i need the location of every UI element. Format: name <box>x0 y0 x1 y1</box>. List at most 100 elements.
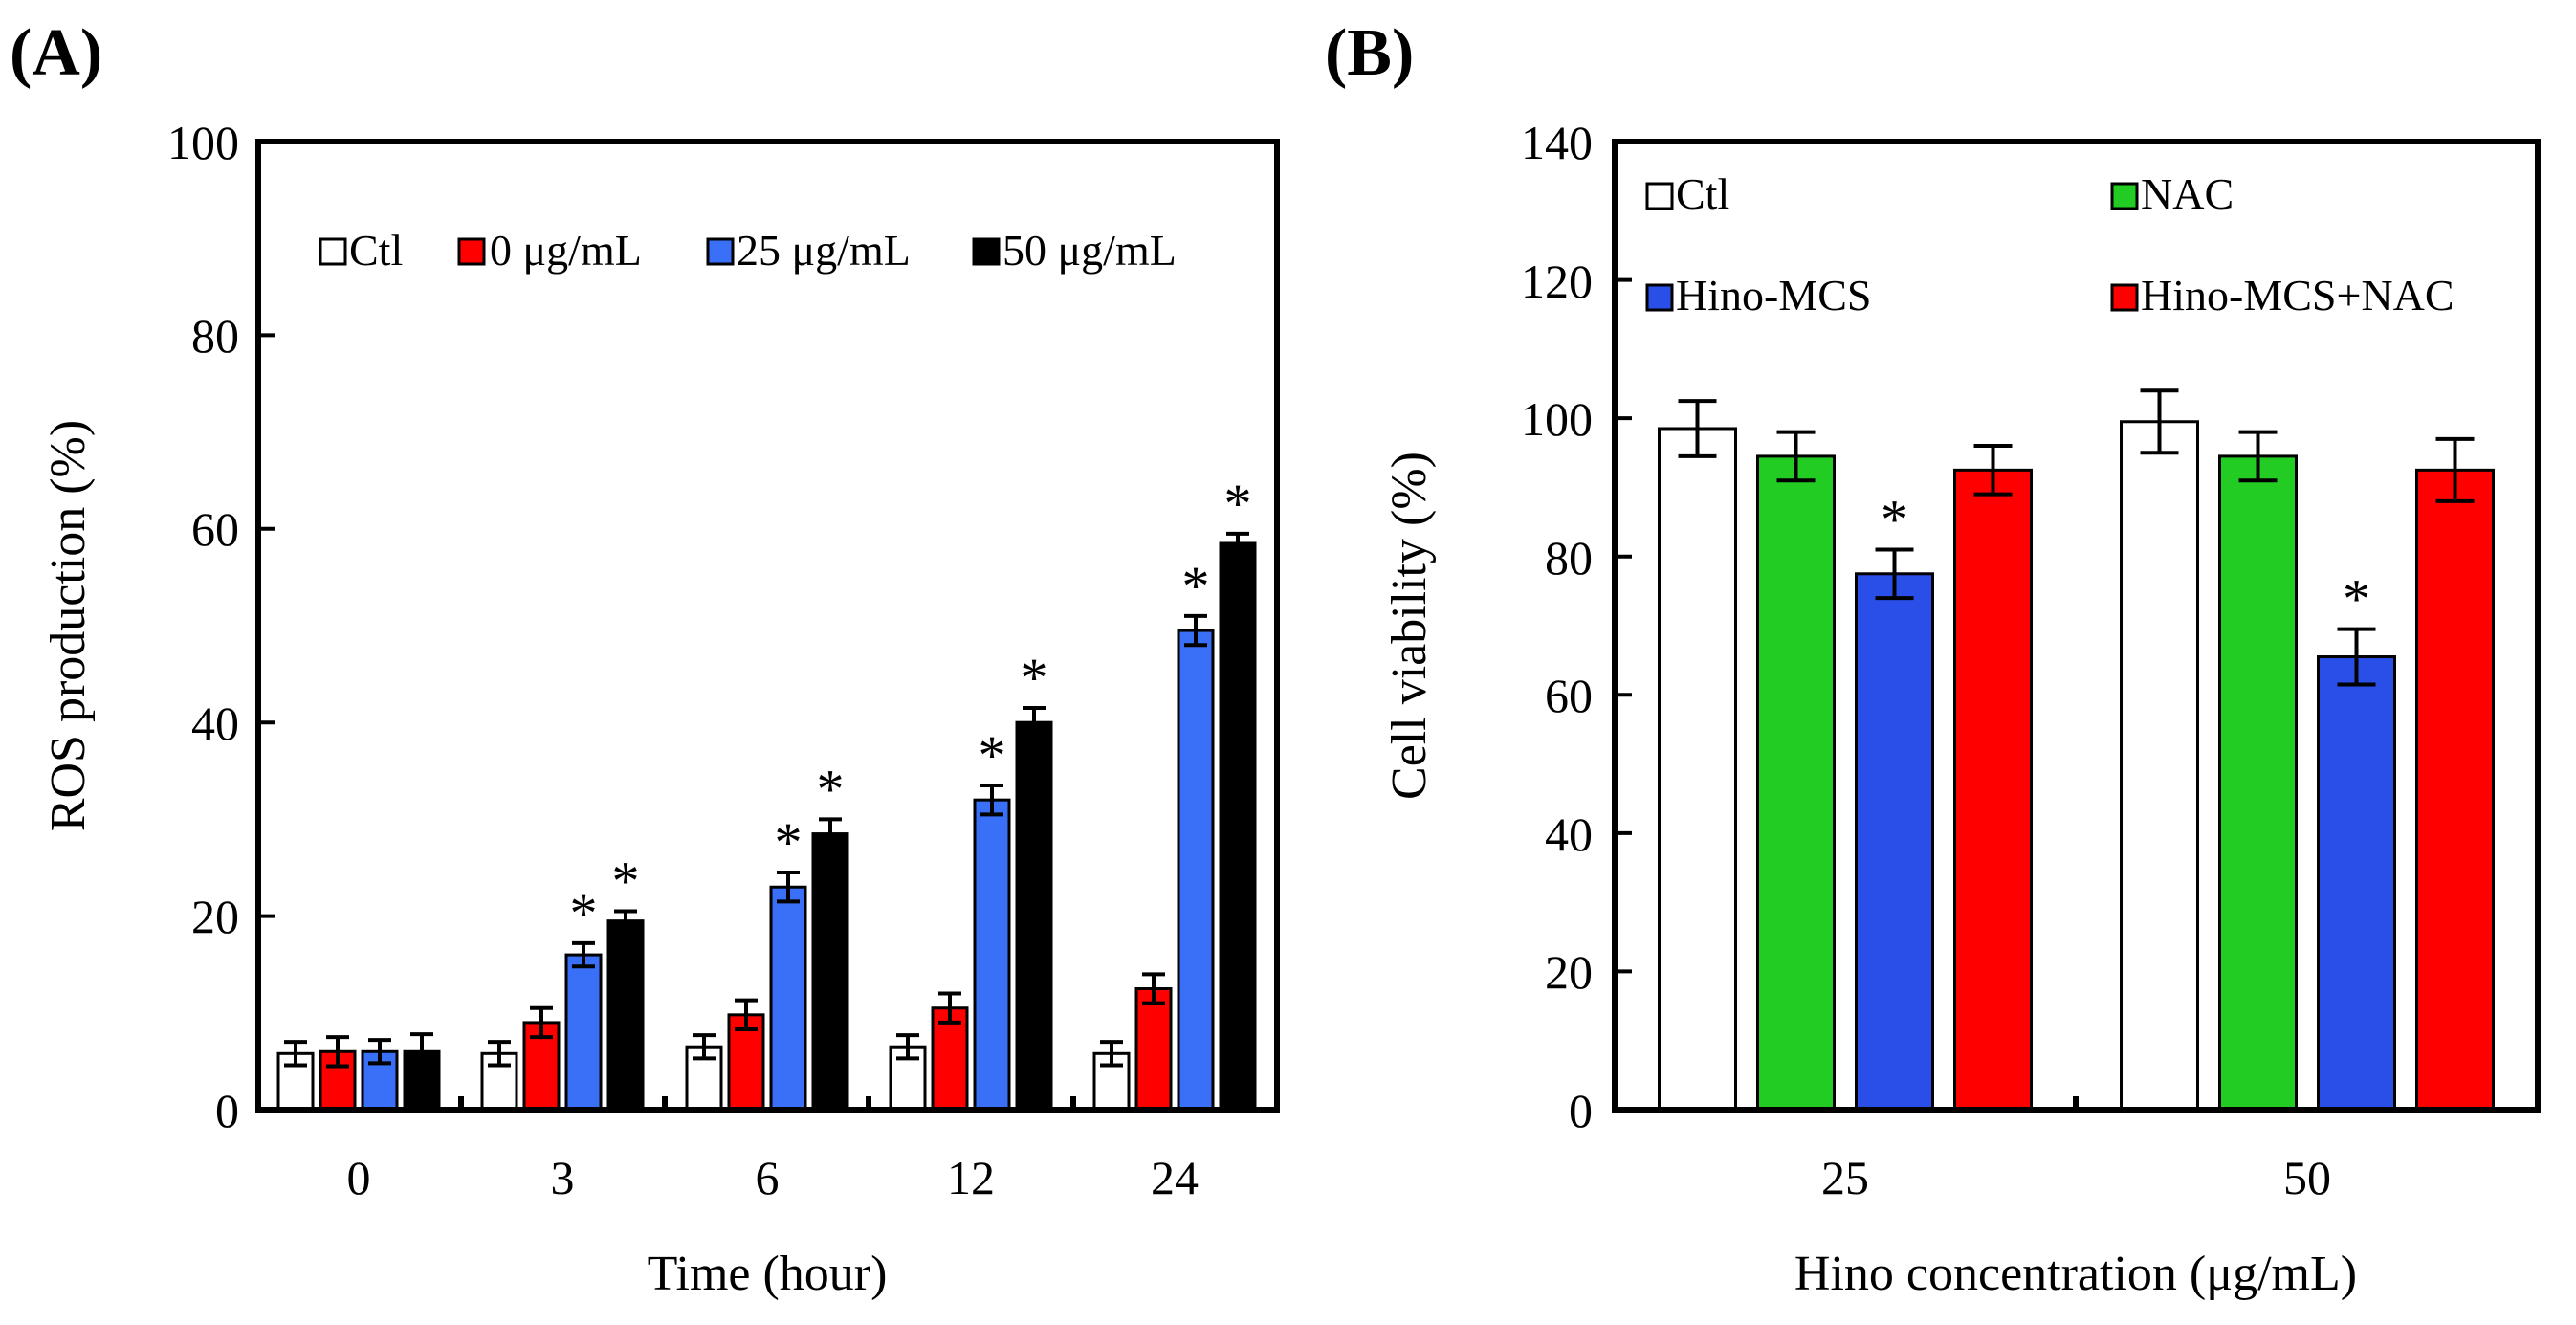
panel-a-ytick-label-100: 100 <box>167 116 239 169</box>
a-errorbar-50-g-ml-24 <box>1226 531 1249 556</box>
a-significance-25-g-ml-12: * <box>979 724 1006 786</box>
panel-b-ytick-label-140: 140 <box>1521 116 1593 169</box>
panel-a-legend-label-ctl: Ctl <box>349 226 403 275</box>
a-errorbar-50-g-ml-12 <box>1023 706 1046 740</box>
panel-b-ytick-label-60: 60 <box>1545 669 1593 722</box>
panel-b-xtick-label-50: 50 <box>2283 1151 2331 1204</box>
panel-b-bars <box>1658 420 2495 1112</box>
panel-b-xtick-label-25: 25 <box>1821 1151 1869 1204</box>
a-errorbar-ctl-12 <box>896 1033 919 1061</box>
a-errorbar-0-g-ml-6 <box>735 998 758 1032</box>
a-bar-25-g-ml-6 <box>769 885 807 1112</box>
b-significance-hino-mcs-25: * <box>1881 488 1908 550</box>
panel-a-legend-label-25: 25 μg/mL <box>737 226 911 275</box>
panel-b-legend: Ctl NAC Hino-MCS Hino-MCS+NAC <box>1645 169 2455 320</box>
a-errorbar-ctl-3 <box>488 1040 511 1068</box>
panel-b-ytick-label-80: 80 <box>1545 531 1593 585</box>
a-errorbar-50-g-ml-3 <box>614 909 637 933</box>
panel-a-yaxis-title: ROS production (%) <box>41 420 96 831</box>
b-bar-hino-mcs-nac-50 <box>2415 468 2495 1112</box>
panel-a-xtick-label-12: 12 <box>947 1151 995 1204</box>
panel-b-label: (B) <box>1325 16 1414 90</box>
panel-b-legend-swatch-hino-mcs <box>1645 283 1674 312</box>
panel-b-legend-label-hino-mcs-nac: Hino-MCS+NAC <box>2141 271 2455 320</box>
b-errorbar-hino-mcs-nac-50 <box>2435 436 2475 503</box>
panel-b: (B) ** 0 20 40 60 80 100 120 140 25 50 H… <box>1325 16 2541 1301</box>
a-bar-25-g-ml-12 <box>973 798 1011 1112</box>
panel-a-legend-swatch-25 <box>706 237 735 266</box>
panel-a-xtick-label-24: 24 <box>1151 1151 1199 1204</box>
panel-b-ytick-label-0: 0 <box>1569 1084 1593 1137</box>
b-errorbar-hino-mcs-50 <box>2337 627 2376 687</box>
panel-a-plot-frame <box>255 139 1280 1113</box>
a-significance-50-g-ml-12: * <box>1021 647 1048 709</box>
b-bar-nac-25 <box>1756 454 1836 1112</box>
a-errorbar-50-g-ml-0 <box>410 1032 433 1071</box>
panel-b-ytick-label-20: 20 <box>1545 945 1593 999</box>
b-errorbar-ctl-25 <box>1678 399 1717 458</box>
panel-a: (A) ******** 0 20 40 60 80 100 0 3 6 12 … <box>10 16 1280 1301</box>
b-errorbar-nac-50 <box>2238 430 2278 483</box>
panel-b-ytick-label-40: 40 <box>1545 807 1593 861</box>
panel-a-legend-label-50: 50 μg/mL <box>1002 226 1177 275</box>
a-errorbar-ctl-6 <box>693 1033 716 1061</box>
a-significance-25-g-ml-6: * <box>775 811 803 873</box>
panel-b-legend-label-ctl: Ctl <box>1676 169 1729 218</box>
panel-a-legend: Ctl 0 μg/mL 25 μg/mL 50 μg/mL <box>319 226 1177 275</box>
panel-b-stars: ** <box>1881 488 2370 629</box>
a-significance-25-g-ml-3: * <box>570 882 598 944</box>
a-bar-0-g-ml-24 <box>1134 987 1173 1112</box>
panel-a-ytick-label-60: 60 <box>191 502 239 556</box>
panel-b-ytick-label-100: 100 <box>1521 392 1593 446</box>
b-significance-hino-mcs-50: * <box>2343 568 2370 630</box>
a-errorbar-0-g-ml-24 <box>1142 972 1165 1005</box>
b-errorbar-hino-mcs-nac-25 <box>1973 444 2013 497</box>
a-errorbar-25-g-ml-12 <box>980 783 1003 817</box>
panel-a-xtick-label-0: 0 <box>347 1151 371 1204</box>
panel-b-xaxis-title: Hino concentration (μg/mL) <box>1794 1247 2357 1301</box>
a-bar-50-g-ml-3 <box>606 919 645 1112</box>
a-bar-50-g-ml-12 <box>1015 720 1053 1112</box>
b-errorbar-nac-25 <box>1776 430 1816 483</box>
a-significance-50-g-ml-6: * <box>817 758 845 820</box>
b-bar-hino-mcs-nac-25 <box>1953 468 2033 1112</box>
a-significance-50-g-ml-3: * <box>612 850 640 913</box>
b-bar-ctl-50 <box>2120 420 2199 1112</box>
b-bar-hino-mcs-50 <box>2317 655 2396 1112</box>
panel-a-legend-swatch-50 <box>972 237 1001 266</box>
panel-b-legend-label-nac: NAC <box>2141 169 2234 218</box>
a-bar-50-g-ml-24 <box>1219 541 1257 1112</box>
panel-a-legend-swatch-0 <box>457 237 486 266</box>
a-errorbar-ctl-24 <box>1100 1040 1123 1068</box>
panel-a-ytick-label-0: 0 <box>215 1084 239 1137</box>
a-bar-50-g-ml-0 <box>403 1049 441 1112</box>
panel-a-xtick-label-6: 6 <box>756 1151 780 1204</box>
panel-b-errorbars <box>1678 388 2475 687</box>
panel-b-legend-label-hino-mcs: Hino-MCS <box>1676 271 1871 320</box>
a-errorbar-50-g-ml-6 <box>819 817 842 850</box>
panel-a-ytick-label-20: 20 <box>191 890 239 943</box>
panel-a-xtick-label-3: 3 <box>551 1151 575 1204</box>
a-errorbar-25-g-ml-24 <box>1184 613 1207 648</box>
b-errorbar-ctl-50 <box>2140 388 2179 455</box>
b-bar-ctl-25 <box>1658 427 1737 1112</box>
panel-a-ytick-label-80: 80 <box>191 309 239 363</box>
a-errorbar-25-g-ml-0 <box>368 1038 391 1066</box>
panel-b-legend-swatch-nac <box>2110 182 2139 210</box>
b-bar-nac-50 <box>2218 454 2298 1112</box>
panel-a-stars: ******** <box>570 473 1252 944</box>
a-bar-25-g-ml-3 <box>564 953 603 1112</box>
a-bar-50-g-ml-6 <box>811 832 849 1112</box>
panel-a-errorbars <box>284 531 1249 1071</box>
a-errorbar-25-g-ml-6 <box>777 871 800 904</box>
panel-a-ytick-label-40: 40 <box>191 696 239 750</box>
a-errorbar-25-g-ml-3 <box>572 940 595 969</box>
panel-a-legend-swatch-ctl <box>319 237 347 266</box>
panel-b-legend-swatch-hino-mcs-nac <box>2110 283 2139 312</box>
a-bar-0-g-ml-12 <box>931 1006 969 1112</box>
panel-b-plot-frame <box>1612 139 2541 1113</box>
a-errorbar-0-g-ml-3 <box>530 1005 553 1040</box>
a-errorbar-0-g-ml-12 <box>938 991 961 1025</box>
panel-b-legend-swatch-ctl <box>1645 182 1674 210</box>
